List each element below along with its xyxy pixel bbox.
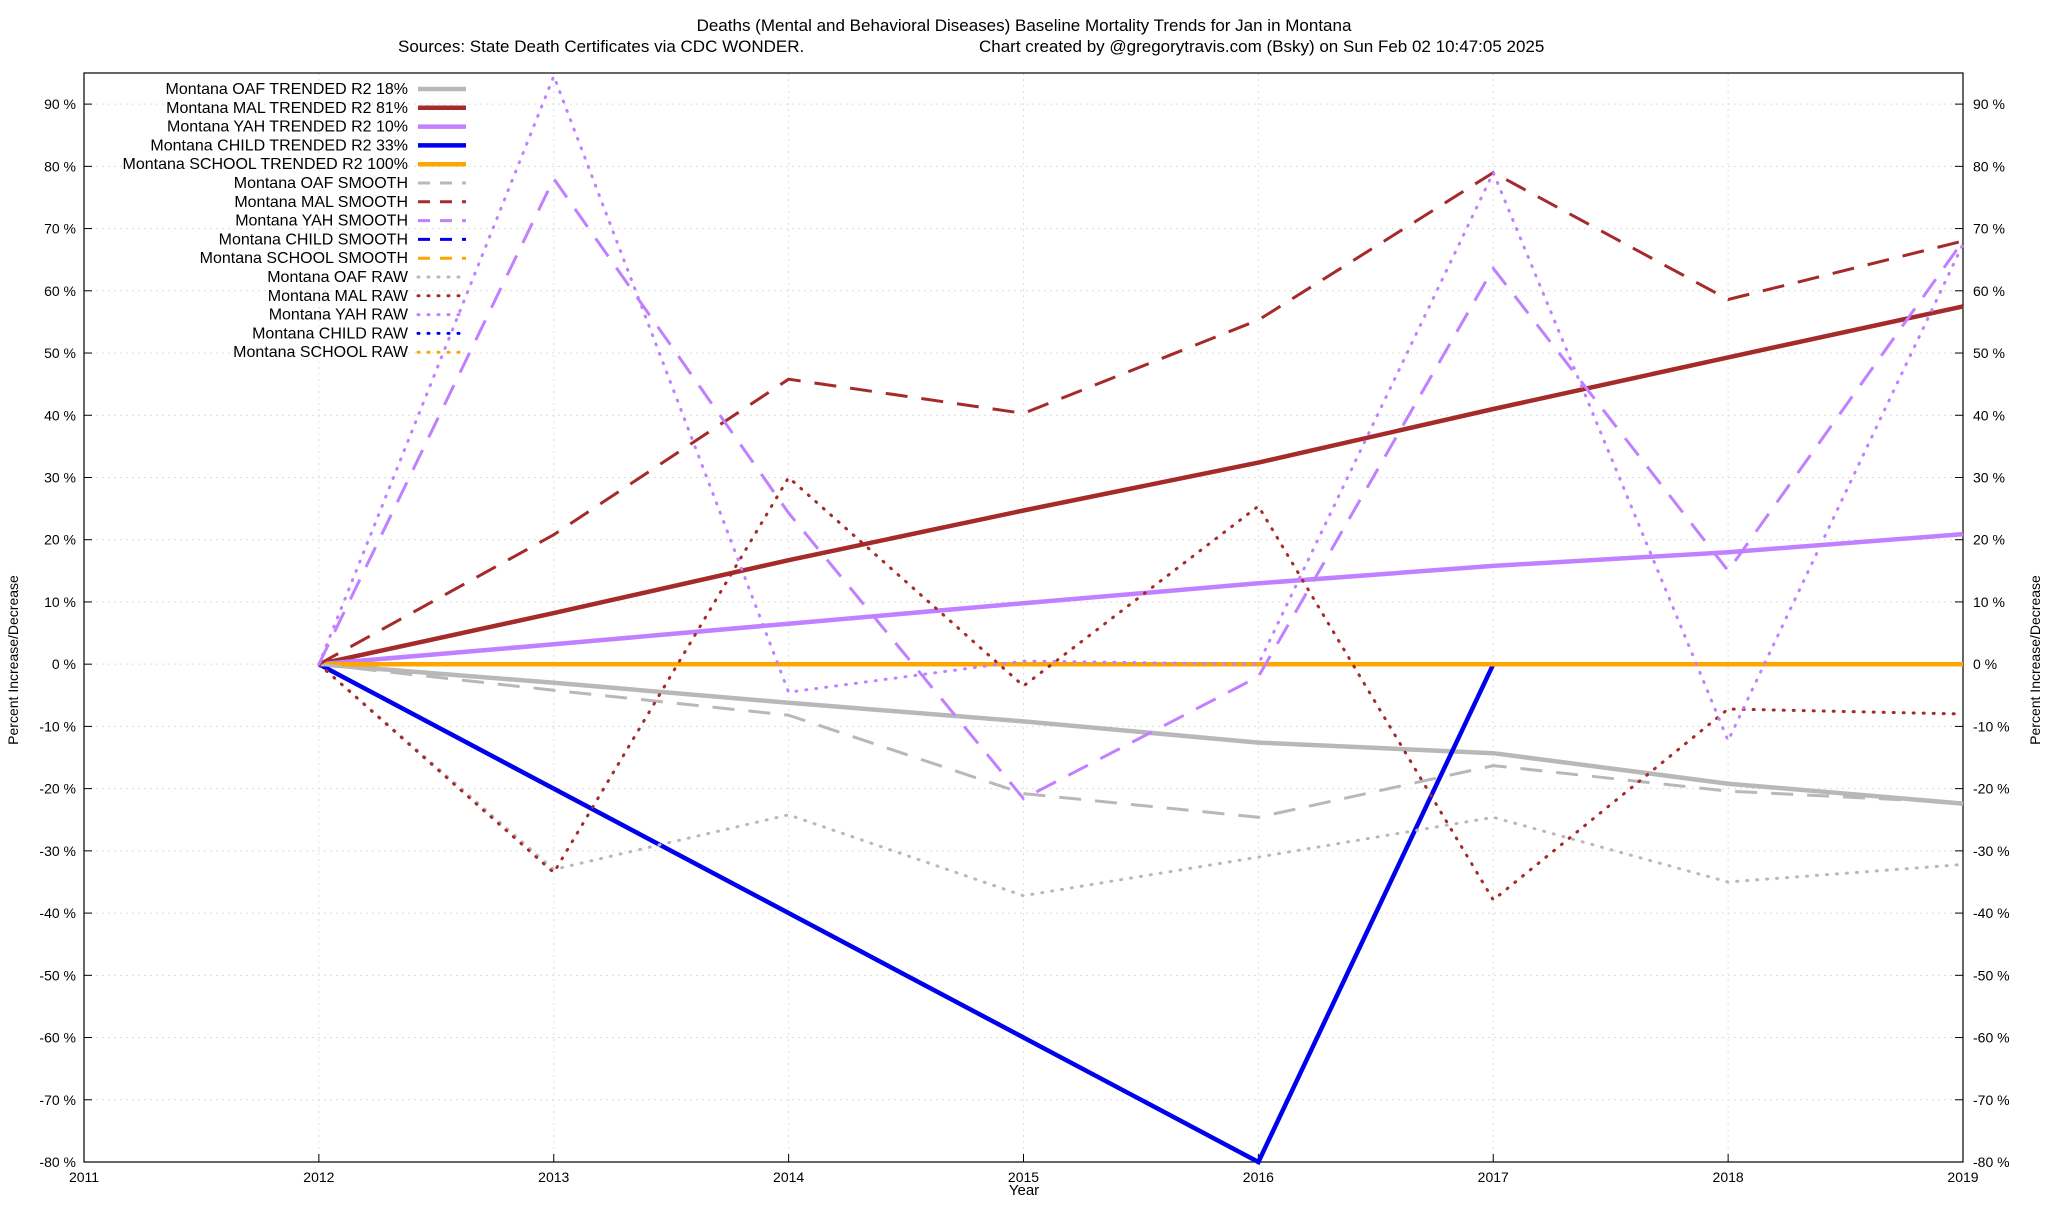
y-tick-label-right: -10 % [1973, 718, 2010, 734]
y-tick-label-right: -70 % [1973, 1092, 2010, 1108]
legend: Montana OAF TRENDED R2 18% Montana MAL TR… [123, 81, 468, 361]
y-tick-label-right: -40 % [1973, 905, 2010, 921]
legend-label: Montana OAF RAW [267, 269, 409, 286]
y-axis-label-left: Percent Increase/Decrease [5, 575, 21, 745]
y-tick-label-right: -30 % [1973, 843, 2010, 859]
y-tick-label-right: 80 % [1973, 158, 2005, 174]
y-tick-label-left: -10 % [39, 718, 76, 734]
axes: -80 % -80 % -70 % -70 % -60 % -60 % -50 % -50 %… [39, 72, 2010, 1185]
series-line-oaf-trend [318, 661, 1964, 806]
chart-subtitle-source: Sources: State Death Certificates via CD… [398, 37, 804, 56]
series-line-oaf-smooth [318, 662, 1964, 819]
y-tick-label-left: -40 % [39, 905, 76, 921]
x-tick-label: 2013 [538, 1169, 569, 1185]
series-line-yah-trend [318, 531, 1964, 667]
series-line-yah-raw [317, 71, 1965, 745]
y-tick-label-right: 70 % [1973, 221, 2005, 237]
chart-subtitle-credit: Chart created by @gregorytravis.com (Bsk… [979, 37, 1544, 56]
legend-label: Montana YAH TRENDED R2 10% [167, 119, 408, 136]
series-line-mal-smooth [318, 170, 1964, 666]
x-tick-label: 2019 [1947, 1169, 1978, 1185]
y-tick-label-right: 50 % [1973, 345, 2005, 361]
legend-label: Montana MAL TRENDED R2 81% [166, 100, 408, 117]
y-tick-label-right: 40 % [1973, 407, 2005, 423]
legend-label: Montana OAF TRENDED R2 18% [166, 81, 408, 98]
y-tick-label-left: 0 % [52, 656, 76, 672]
series-line-yah-smooth [317, 175, 1965, 801]
legend-label: Montana YAH RAW [269, 307, 409, 324]
legend-label: Montana MAL RAW [268, 288, 409, 305]
legend-label: Montana OAF SMOOTH [234, 175, 408, 192]
y-tick-label-left: -30 % [39, 843, 76, 859]
x-tick-label: 2018 [1713, 1169, 1744, 1185]
x-tick-label: 2016 [1243, 1169, 1274, 1185]
y-tick-label-left: 20 % [44, 532, 76, 548]
legend-label: Montana CHILD SMOOTH [219, 231, 408, 248]
y-tick-label-right: 60 % [1973, 283, 2005, 299]
x-tick-label: 2012 [303, 1169, 334, 1185]
y-tick-label-right: -80 % [1973, 1154, 2010, 1170]
y-tick-label-left: -80 % [39, 1154, 76, 1170]
y-tick-label-left: 70 % [44, 221, 76, 237]
y-tick-label-left: -20 % [39, 781, 76, 797]
y-tick-label-left: 40 % [44, 407, 76, 423]
y-tick-label-right: -50 % [1973, 967, 2010, 983]
y-tick-label-left: 60 % [44, 283, 76, 299]
x-tick-label: 2011 [69, 1169, 99, 1185]
y-tick-label-left: 80 % [44, 158, 76, 174]
legend-label: Montana SCHOOL TRENDED R2 100% [123, 156, 408, 173]
y-axis-label-right: Percent Increase/Decrease [2027, 575, 2043, 745]
y-tick-label-right: 30 % [1973, 469, 2005, 485]
y-tick-label-right: 10 % [1973, 594, 2005, 610]
x-tick-label: 2014 [773, 1169, 804, 1185]
y-tick-label-right: 0 % [1973, 656, 1997, 672]
y-tick-label-left: 30 % [44, 469, 76, 485]
y-tick-label-right: 20 % [1973, 532, 2005, 548]
legend-label: Montana YAH SMOOTH [235, 213, 408, 230]
y-tick-label-left: -70 % [39, 1092, 76, 1108]
x-axis-label: Year [1009, 1182, 1039, 1199]
y-tick-label-right: 90 % [1973, 96, 2005, 112]
legend-label: Montana CHILD TRENDED R2 33% [150, 137, 408, 154]
legend-label: Montana CHILD RAW [252, 325, 409, 342]
x-tick-label: 2017 [1478, 1169, 1509, 1185]
legend-label: Montana SCHOOL SMOOTH [200, 250, 408, 267]
y-tick-label-left: -60 % [39, 1030, 76, 1046]
series-lines [317, 71, 1965, 1166]
y-tick-label-left: -50 % [39, 967, 76, 983]
chart-title: Deaths (Mental and Behavioral Diseases) … [697, 16, 1352, 35]
x-tick-label: 2015 [1008, 1169, 1039, 1185]
y-tick-label-right: -60 % [1973, 1030, 2010, 1046]
y-tick-label-left: 90 % [44, 96, 76, 112]
y-tick-label-left: 50 % [44, 345, 76, 361]
legend-label: Montana SCHOOL RAW [233, 344, 409, 361]
series-line-mal-trend [318, 304, 1964, 667]
legend-label: Montana MAL SMOOTH [234, 194, 408, 211]
y-tick-label-left: 10 % [44, 594, 76, 610]
series-line-oaf-raw [317, 662, 1965, 898]
y-tick-label-right: -20 % [1973, 781, 2010, 797]
series-line-mal-raw [317, 475, 1965, 903]
